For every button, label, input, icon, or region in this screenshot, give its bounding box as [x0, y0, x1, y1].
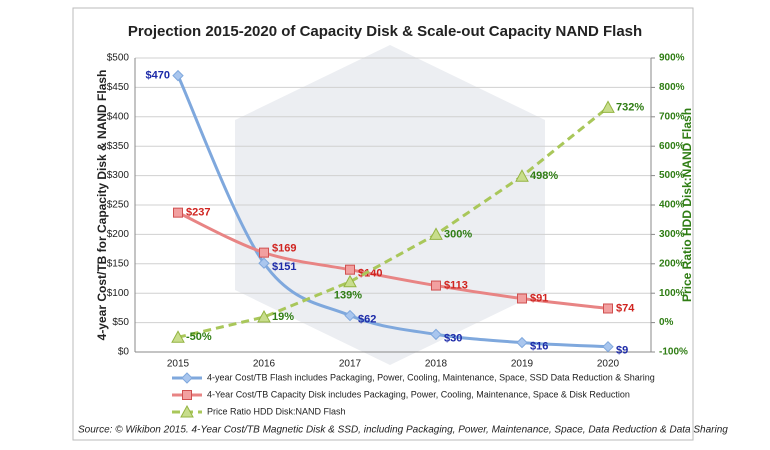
data-label: $91	[530, 292, 548, 304]
marker	[603, 303, 613, 314]
y2-tick-label: 0%	[659, 317, 674, 328]
y-tick-label: $250	[107, 200, 130, 211]
data-label: 300%	[444, 228, 472, 240]
marker	[515, 169, 529, 182]
x-tick-label: 2017	[339, 359, 362, 370]
x-tick-label: 2018	[425, 359, 448, 370]
y2-tick-label: 700%	[659, 111, 685, 122]
marker	[172, 69, 184, 82]
y2-tick-label: 400%	[659, 200, 685, 211]
y2-tick-label: 100%	[659, 288, 685, 299]
y-tick-label: $200	[107, 229, 130, 240]
x-tick-label: 2015	[167, 359, 190, 370]
marker	[430, 328, 442, 341]
data-label: $237	[186, 207, 210, 219]
y-tick-label: $50	[112, 317, 129, 328]
data-label: 19%	[272, 311, 294, 323]
y2-axis-title: Price Ratio HDD Disk:NAND Flash	[680, 108, 694, 302]
x-tick-label: 2016	[253, 359, 276, 370]
marker	[429, 227, 443, 240]
y-tick-label: $100	[107, 288, 130, 299]
marker	[257, 309, 271, 323]
data-label: $470	[146, 70, 170, 82]
data-label: $74	[616, 302, 635, 314]
data-label: $140	[358, 268, 382, 280]
legend-label: Price Ratio HDD Disk:NAND Flash	[207, 406, 346, 416]
marker	[259, 247, 269, 258]
y2-tick-label: 900%	[659, 53, 685, 64]
y-axis-title: 4-year Cost/TB for Capacity Disk & NAND …	[95, 70, 109, 341]
x-tick-label: 2020	[597, 359, 620, 370]
legend-marker	[181, 372, 193, 384]
source-note: Source: © Wikibon 2015. 4-Year Cost/TB M…	[78, 425, 728, 436]
y-tick-label: $500	[107, 53, 130, 64]
data-label: 498%	[530, 170, 558, 182]
marker	[343, 274, 357, 288]
chart-title: Projection 2015-2020 of Capacity Disk & …	[128, 23, 642, 40]
marker	[344, 309, 356, 322]
y2-tick-label: 500%	[659, 170, 685, 181]
legend-label: 4-Year Cost/TB Capacity Disk includes Pa…	[207, 389, 630, 399]
y-tick-label: $0	[118, 347, 130, 358]
marker	[601, 100, 615, 113]
legend-marker	[182, 390, 192, 400]
y2-tick-label: 600%	[659, 141, 685, 152]
data-label: $16	[530, 340, 548, 352]
y-tick-label: $350	[107, 141, 130, 152]
y-tick-label: $150	[107, 258, 130, 269]
series-line	[177, 211, 609, 310]
data-label: $113	[444, 279, 468, 291]
data-label: $62	[358, 313, 376, 325]
data-label: $30	[444, 332, 462, 344]
legend-marker	[180, 404, 194, 418]
y2-tick-label: 200%	[659, 258, 685, 269]
y-tick-label: $450	[107, 82, 130, 93]
data-label: $151	[272, 261, 296, 273]
data-label: 139%	[334, 290, 362, 302]
marker	[516, 336, 528, 349]
x-tick-label: 2019	[511, 359, 534, 370]
data-label: -50%	[186, 331, 212, 343]
data-label: $169	[272, 243, 296, 255]
data-label: 732%	[616, 101, 644, 113]
y2-tick-label: 300%	[659, 229, 685, 240]
data-label: $9	[616, 345, 628, 357]
marker	[345, 264, 355, 275]
y2-tick-label: 800%	[659, 82, 685, 93]
marker	[171, 330, 185, 343]
marker	[517, 293, 527, 304]
y-tick-label: $300	[107, 170, 130, 181]
y2-tick-label: -100%	[659, 347, 688, 358]
legend-label: 4-year Cost/TB Flash includes Packaging,…	[207, 372, 655, 382]
marker	[602, 341, 614, 353]
y-tick-label: $400	[107, 111, 130, 122]
marker	[258, 257, 270, 269]
marker	[173, 207, 183, 218]
marker	[431, 280, 441, 291]
